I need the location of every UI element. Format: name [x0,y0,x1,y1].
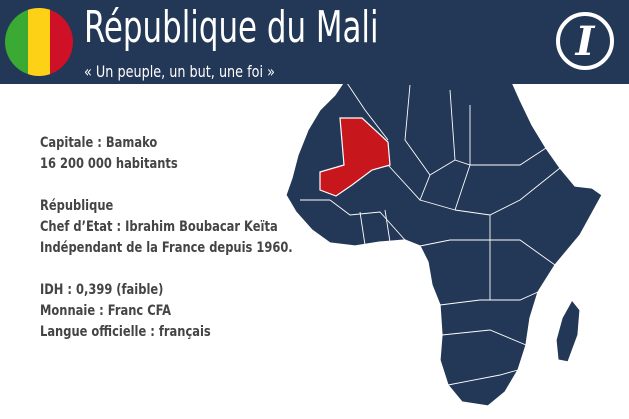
publisher-logo-icon: I [556,12,614,70]
language-text: Langue officielle : français [40,324,211,340]
africa-continent [285,79,603,407]
country-borders [300,79,561,386]
mali-flag-icon [5,8,73,76]
national-motto: « Un peuple, un but, une foi » [84,62,275,81]
mali-highlight [319,117,391,197]
currency-text: Monnaie : Franc CFA [40,303,172,319]
country-facts: Capitale : Bamako 16 200 000 habitants R… [40,133,293,343]
population-text: 16 200 000 habitants [40,156,178,172]
capital-text: Capitale : Bamako [40,135,158,151]
independence-text: Indépendant de la France depuis 1960. [40,240,293,256]
header-banner: République du Mali « Un peuple, un but, … [0,0,629,84]
page-title: République du Mali [84,2,379,53]
hdi-text: IDH : 0,399 (faible) [40,282,164,298]
madagascar [555,298,581,363]
regime-text: République [40,198,114,214]
head-of-state-text: Chef d’Etat : Ibrahim Boubacar Keïta [40,219,278,235]
